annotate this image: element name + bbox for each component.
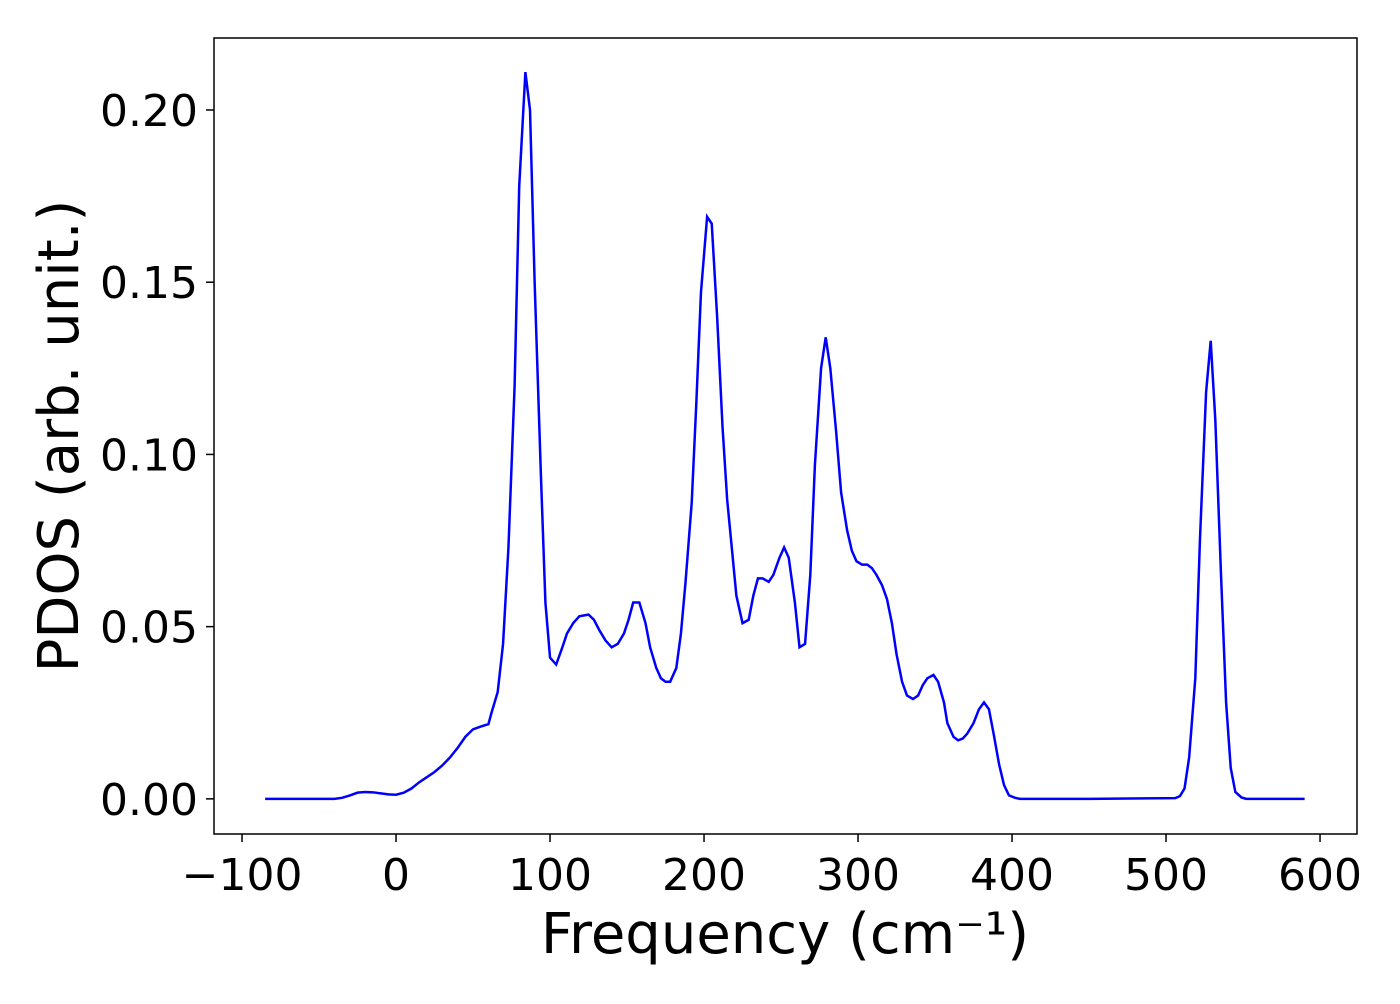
plot-frame <box>213 37 1358 835</box>
x-tick-label: 0 <box>382 850 410 901</box>
y-axis-label: PDOS (arb. unit.) <box>27 200 92 673</box>
x-tick-label: 300 <box>816 850 900 901</box>
x-tick-label: 100 <box>508 850 592 901</box>
data-line <box>265 71 1305 801</box>
x-tick-label: 400 <box>970 850 1054 901</box>
x-tick-label: 200 <box>662 850 746 901</box>
x-tick-label: 600 <box>1278 850 1362 901</box>
x-tick-label: −100 <box>182 850 303 901</box>
y-tick-label: 0.20 <box>100 86 198 137</box>
y-tick-label: 0.05 <box>100 603 198 654</box>
y-tick-label: 0.10 <box>100 430 198 481</box>
y-tick-label: 0.15 <box>100 258 198 309</box>
x-tick-label: 500 <box>1124 850 1208 901</box>
y-tick-label: 0.00 <box>100 775 198 826</box>
x-axis-label: Frequency (cm⁻¹) <box>541 902 1029 967</box>
